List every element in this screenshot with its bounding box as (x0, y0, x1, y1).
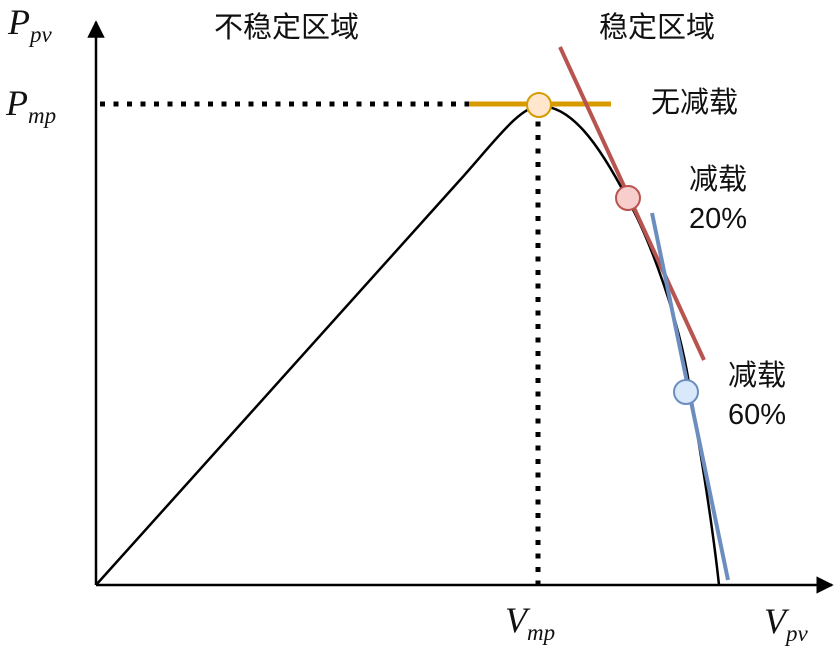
curtail-60-label-line2: 60% (728, 399, 786, 431)
curtail-20-label-line2: 20% (689, 203, 747, 235)
point-curtail-60 (673, 379, 699, 405)
stable-region-label: 稳定区域 (599, 10, 715, 44)
pmp-label: Pmp (5, 83, 56, 128)
point-curtail-20 (615, 185, 641, 211)
pv-curve (95, 104, 721, 586)
no-curtailment-label: 无减载 (651, 85, 738, 119)
point-no-curtailment (526, 92, 552, 118)
unstable-region-label: 不稳定区域 (214, 10, 359, 44)
curtail-20-label-line1: 减载 (689, 162, 747, 196)
x-axis-label: Vpv (764, 601, 809, 646)
curtail-60-label-line1: 减载 (728, 358, 786, 392)
y-axis-label: Ppv (7, 2, 53, 47)
vmp-label: Vmp (505, 600, 555, 645)
